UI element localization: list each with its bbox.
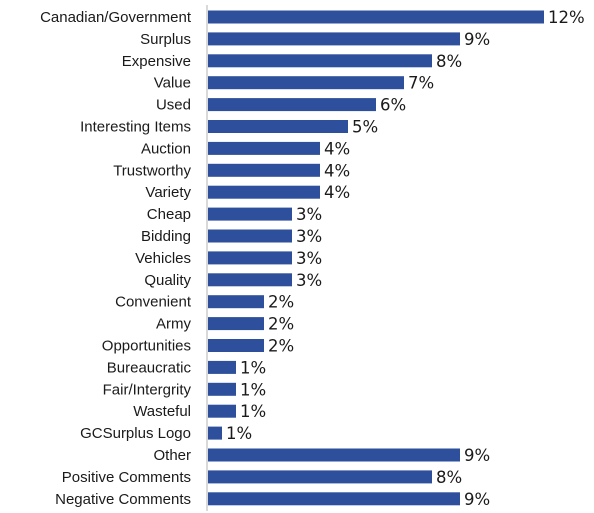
category-label: Positive Comments: [62, 469, 191, 486]
value-label: 8%: [436, 468, 462, 487]
category-label: Negative Comments: [55, 491, 191, 508]
bar: [208, 448, 460, 462]
value-label: 8%: [436, 52, 462, 71]
bar: [208, 339, 264, 352]
category-label: Quality: [144, 272, 191, 289]
bar: [208, 404, 236, 418]
value-label: 9%: [464, 30, 490, 49]
value-label: 6%: [380, 96, 406, 115]
value-label: 1%: [240, 358, 266, 377]
bar: [208, 229, 292, 243]
value-label: 2%: [268, 337, 294, 356]
bar: [208, 251, 292, 265]
bar: [208, 120, 348, 133]
bar: [208, 54, 432, 68]
category-label: Opportunities: [102, 338, 191, 355]
value-label: 1%: [240, 380, 266, 399]
bar: [208, 382, 236, 396]
bar: [208, 185, 320, 199]
bar: [208, 163, 320, 177]
value-labels-group: 12%9%8%7%6%5%4%4%4%3%3%3%3%2%2%2%1%1%1%1…: [226, 8, 585, 509]
category-label: Value: [154, 75, 191, 92]
value-label: 4%: [324, 183, 350, 202]
category-label: Bidding: [141, 228, 191, 245]
value-label: 1%: [240, 402, 266, 421]
category-label: Fair/Intergrity: [103, 381, 192, 398]
category-label: Variety: [145, 184, 191, 201]
category-labels-group: Canadian/Government Surplus Expensive Value…: [40, 9, 192, 508]
value-label: 9%: [464, 446, 490, 465]
value-label: 3%: [296, 271, 322, 290]
bar: [208, 32, 460, 46]
bars-group: [208, 10, 544, 506]
category-label: Used: [156, 97, 191, 114]
bar: [208, 207, 292, 221]
bar: [208, 492, 460, 506]
category-label: Vehicles: [135, 250, 191, 267]
category-label: GCSurplus Logo: [80, 425, 191, 442]
category-label: Interesting Items: [80, 119, 191, 136]
bar: [208, 10, 544, 24]
value-label: 2%: [268, 315, 294, 334]
category-label: Wasteful: [133, 403, 191, 420]
category-label: Bureaucratic: [107, 359, 192, 376]
category-label: Canadian/Government: [40, 9, 192, 26]
bar: [208, 141, 320, 155]
value-label: 9%: [464, 490, 490, 509]
category-label: Cheap: [147, 206, 191, 223]
bar: [208, 295, 264, 309]
value-label: 7%: [408, 74, 434, 93]
bar: [208, 273, 292, 287]
category-label: Other: [153, 447, 191, 464]
category-label: Army: [156, 316, 191, 333]
category-label: Convenient: [115, 294, 192, 311]
bar: [208, 426, 222, 440]
value-label: 2%: [268, 293, 294, 312]
value-label: 1%: [226, 424, 252, 443]
category-label: Expensive: [122, 53, 191, 70]
bar: [208, 470, 432, 484]
bar: [208, 76, 404, 90]
value-label: 3%: [296, 205, 322, 224]
category-label: Auction: [141, 140, 191, 157]
value-label: 5%: [352, 118, 378, 137]
value-label: 12%: [548, 8, 585, 27]
value-label: 3%: [296, 249, 322, 268]
category-label: Trustworthy: [113, 162, 191, 179]
category-label: Surplus: [140, 31, 191, 48]
bar: [208, 98, 376, 112]
bar: [208, 317, 264, 331]
value-label: 3%: [296, 227, 322, 246]
value-label: 4%: [324, 139, 350, 158]
value-label: 4%: [324, 161, 350, 180]
bar: [208, 360, 236, 374]
